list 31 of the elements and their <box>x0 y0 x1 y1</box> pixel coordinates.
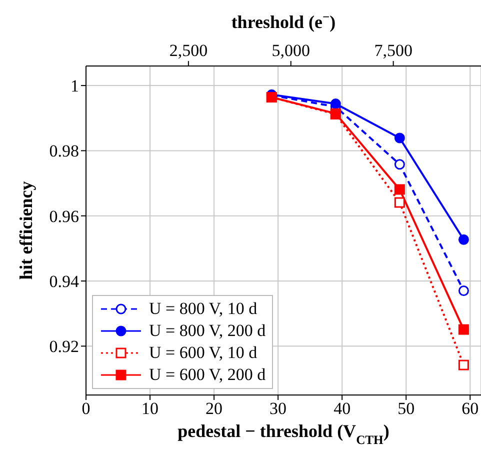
x2-axis-title: threshold (e$^{−}$) <box>231 10 336 32</box>
x2-tick-label: 5,000 <box>272 41 310 60</box>
x-tick-label: 60 <box>462 399 479 418</box>
x-tick-label: 10 <box>142 399 159 418</box>
x-tick-label: 20 <box>206 399 223 418</box>
point <box>394 159 405 170</box>
y-axis-title: hit efficiency <box>16 181 36 280</box>
x2-tick-label: 7,500 <box>374 41 412 60</box>
point <box>394 132 405 144</box>
y-tick-label: 0.92 <box>49 337 79 356</box>
legend-label: U = 600 V, 10 d <box>149 342 258 364</box>
point <box>458 324 469 335</box>
point <box>394 184 405 195</box>
x-tick-label: 40 <box>334 399 351 418</box>
legend-label: U = 600 V, 200 d <box>149 364 266 386</box>
legend-label: U = 800 V, 200 d <box>149 320 266 342</box>
x2-tick-label: 2,500 <box>169 41 208 60</box>
point <box>458 234 469 245</box>
y-tick-label: 1 <box>70 76 79 96</box>
point <box>458 286 469 296</box>
legend-label: U = 800 V, 10 d <box>149 298 258 320</box>
y-tick-label: 0.94 <box>49 272 80 292</box>
x-tick-label: 30 <box>270 399 287 418</box>
point <box>458 360 469 370</box>
y-tick-label: 0.98 <box>49 142 79 161</box>
point <box>330 98 341 110</box>
point <box>394 197 405 208</box>
x-tick-label: 50 <box>398 399 415 418</box>
x-axis-title: pedestal − threshold (V$_{CTH}$) <box>178 421 390 447</box>
y-tick-label: 0.96 <box>49 206 79 226</box>
x-tick-label: 0 <box>82 399 90 418</box>
